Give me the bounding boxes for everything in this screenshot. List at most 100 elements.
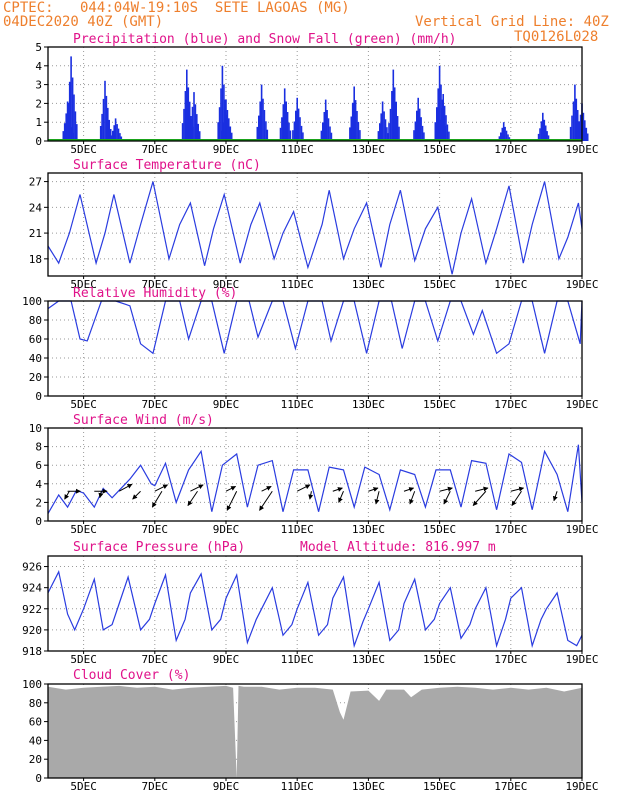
precip-bar [582,112,585,141]
x-tick-label: 9DEC [213,523,240,536]
precip-bar [398,126,400,141]
wind-arrow [338,491,344,503]
precip-bar [391,91,393,141]
y-tick-label: 20 [29,753,42,766]
x-tick-label: 5DEC [70,398,97,411]
panel-frame [47,300,583,397]
y-tick-label: 8 [35,441,42,454]
precip-bar [586,133,589,141]
y-tick-label: 18 [29,253,42,266]
precip-bar [395,101,397,141]
precip-bar [288,122,290,141]
precip-bar [66,101,69,141]
y-tick-label: 0 [35,135,42,148]
precip-bar [63,123,66,141]
y-tick-label: 40 [29,734,42,747]
precip-bar [190,119,192,141]
x-tick-label: 13DEC [352,398,385,411]
x-tick-label: 13DEC [352,653,385,666]
precip-bar [70,56,72,141]
x-tick-label: 7DEC [142,143,169,156]
wind-arrow [225,485,237,492]
x-tick-label: 5DEC [70,653,97,666]
precip-bar [323,112,326,141]
y-tick-label: 926 [22,561,42,574]
x-tick-label: 17DEC [494,653,527,666]
precip-bar [350,116,353,141]
precip-bar [302,132,304,141]
precip-bar [71,127,73,141]
x-tick-label: 17DEC [494,523,527,536]
x-tick-label: 9DEC [213,278,240,291]
precip-bar [300,125,303,141]
precip-bar [183,108,185,141]
precip-bar [69,119,72,141]
y-tick-label: 100 [22,678,42,691]
precip-bar [295,110,297,141]
panel-title: Surface Wind (m/s) [73,413,214,428]
y-tick-label: 20 [29,371,42,384]
precip-bar [263,110,266,141]
precip-bar [65,113,67,141]
precip-bar [507,134,509,141]
precip-bar [359,130,361,141]
precip-bar [569,126,572,141]
precip-bar [230,132,233,141]
header-location: 044:04W-19:10S SETE LAGOAS (MG) [80,0,350,16]
precip-bar [381,101,384,141]
wind-arrow [259,490,273,511]
x-tick-label: 15DEC [423,653,456,666]
x-tick-label: 15DEC [423,523,456,536]
precip-bar [329,126,331,141]
y-tick-label: 6 [35,459,42,472]
precip-bar [504,126,506,141]
precip-bar [279,127,282,141]
wind-arrow [64,490,70,500]
precip-bar [266,129,269,141]
precip-bar [221,65,224,141]
x-tick-label: 17DEC [494,780,527,793]
precip-bar [229,126,232,141]
wind-arrow [510,486,525,492]
precip-bar [576,110,579,141]
y-tick-label: 5 [35,41,42,54]
precip-bar [188,128,191,141]
precip-bar [120,136,123,141]
precip-bar [544,125,547,141]
precip-bar [330,132,333,141]
panel-1 [44,172,583,279]
y-tick-label: 60 [29,333,42,346]
precip-bar [258,115,260,141]
precip-bar [283,88,286,141]
precip-bar [282,104,285,141]
precip-bar [578,124,580,141]
y-tick-label: 80 [29,697,42,710]
precip-bar [119,133,121,141]
precip-bar [579,114,582,141]
humidity-line [47,300,583,355]
header-grid-note: Vertical Grid Line: 40Z [415,14,609,30]
panel-frame [47,46,583,142]
wind-arrow [472,490,487,506]
precip-bar [292,130,294,141]
panel-5 [44,683,583,781]
panel-3 [44,427,583,524]
x-tick-label: 19DEC [565,143,598,156]
y-tick-label: 21 [29,227,42,240]
precip-bar [396,116,399,141]
precip-bar [74,111,77,141]
precip-bar [194,104,197,141]
precip-bar [498,136,501,141]
precip-bar [585,127,588,141]
precip-bar [542,112,544,141]
panel-title: Relative Humidity (%) [73,286,237,301]
precip-bar [547,135,550,141]
precip-bar [326,110,328,141]
precip-bar [101,113,103,141]
y-tick-label: 0 [35,515,42,528]
temperature-line [47,181,583,275]
precip-bar [322,122,324,141]
x-tick-label: 9DEC [213,143,240,156]
x-tick-label: 15DEC [423,143,456,156]
panel-frame [47,683,583,779]
